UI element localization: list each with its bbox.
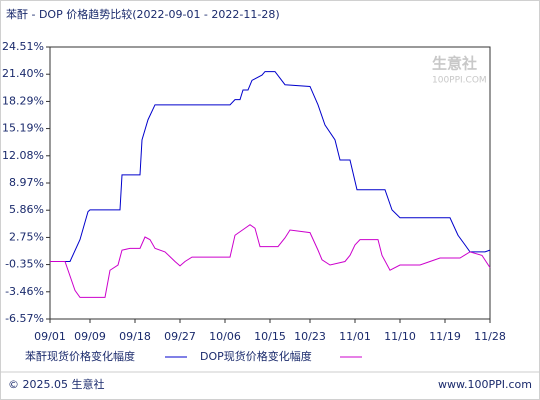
x-tick-label: 11/10 bbox=[384, 330, 416, 343]
x-tick-label: 09/01 bbox=[34, 330, 66, 343]
series-line bbox=[50, 71, 491, 263]
y-tick-label: 5.86% bbox=[9, 203, 44, 216]
y-tick-label: 12.08% bbox=[2, 149, 44, 162]
x-tick-label: 11/01 bbox=[339, 330, 371, 343]
y-tick-label: -6.57% bbox=[5, 312, 44, 325]
watermark: 100PPI.COM bbox=[432, 76, 487, 86]
x-tick-label: 11/19 bbox=[429, 330, 461, 343]
y-tick-label: 21.40% bbox=[2, 67, 44, 80]
y-tick-label: 15.19% bbox=[2, 122, 44, 135]
y-tick-label: 2.75% bbox=[9, 230, 44, 243]
watermark: 生意社 bbox=[432, 55, 477, 73]
footer-right: www.100PPI.com bbox=[438, 378, 532, 391]
y-tick-label: 24.51% bbox=[2, 40, 44, 53]
series-line bbox=[50, 224, 491, 298]
x-tick-label: 11/28 bbox=[474, 330, 506, 343]
legend-label: DOP现货价格变化幅度 bbox=[200, 349, 312, 363]
y-tick-label: 18.29% bbox=[2, 94, 44, 107]
x-tick-label: 10/23 bbox=[294, 330, 326, 343]
x-tick-label: 10/06 bbox=[209, 330, 241, 343]
x-tick-label: 09/18 bbox=[119, 330, 151, 343]
y-tick-label: -3.46% bbox=[5, 285, 44, 298]
x-tick-label: 09/27 bbox=[164, 330, 196, 343]
x-tick-label: 10/15 bbox=[254, 330, 286, 343]
footer-left: © 2025.05 生意社 bbox=[8, 377, 104, 391]
x-tick-label: 09/09 bbox=[74, 330, 106, 343]
legend-label: 苯酐现货价格变化幅度 bbox=[25, 349, 135, 363]
chart-title: 苯酐 - DOP 价格趋势比较(2022-09-01 - 2022-11-28) bbox=[6, 7, 280, 21]
y-tick-label: 8.97% bbox=[9, 176, 44, 189]
y-tick-label: -0.35% bbox=[5, 258, 44, 271]
